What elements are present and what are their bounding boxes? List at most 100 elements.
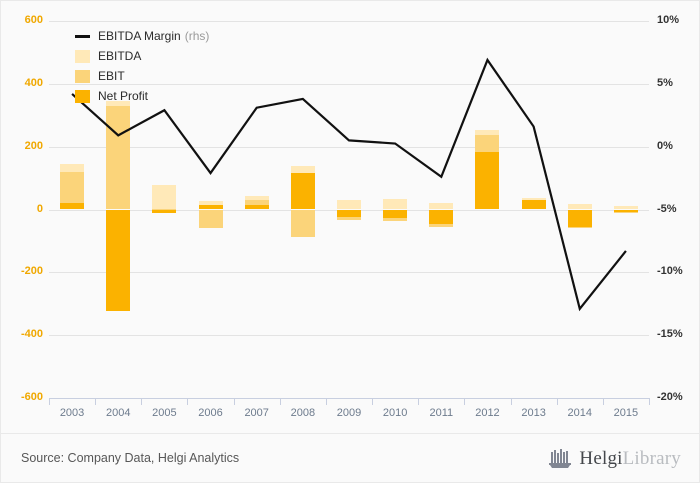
bar-ebitda xyxy=(337,200,361,210)
left-axis-tick-label: 600 xyxy=(24,14,43,26)
x-axis-tick-label: 2013 xyxy=(521,407,546,419)
bar-ebitda xyxy=(613,206,638,210)
x-axis-tick-label: 2008 xyxy=(290,407,316,419)
x-axis-tick-mark xyxy=(649,398,650,405)
left-axis-tick-label: -200 xyxy=(20,265,43,278)
right-axis-tick-label: -5% xyxy=(657,202,677,215)
x-axis-tick-mark xyxy=(556,398,558,405)
bar-group[interactable] xyxy=(244,21,269,398)
bar-net-profit xyxy=(567,209,592,227)
bar-ebit xyxy=(106,105,131,210)
x-axis-tick-mark xyxy=(49,398,50,405)
bar-ebitda xyxy=(152,185,177,210)
brand-logo[interactable]: Helgi Library xyxy=(548,447,681,471)
bar-net-profit xyxy=(429,209,454,224)
x-axis-tick-mark xyxy=(418,398,420,405)
bar-group[interactable] xyxy=(429,21,454,398)
right-axis-tick-label: -15% xyxy=(657,328,683,341)
bar-ebitda xyxy=(383,199,408,210)
margin-line-series xyxy=(71,57,627,312)
x-axis-tick-label: 2009 xyxy=(336,407,362,419)
x-axis-tick-mark xyxy=(464,398,466,405)
bar-net-profit xyxy=(244,205,269,210)
left-axis-tick-label: 0 xyxy=(36,202,43,215)
bar-group[interactable] xyxy=(383,21,408,398)
legend-line-marker-icon xyxy=(75,34,90,38)
legend-item[interactable]: Net Profit xyxy=(75,86,209,106)
x-axis-tick-mark xyxy=(279,398,281,405)
legend-item[interactable]: EBITDA xyxy=(75,46,209,66)
x-axis-tick-label: 2010 xyxy=(382,407,408,419)
x-axis-tick-mark xyxy=(141,398,143,405)
right-axis-tick-label: -10% xyxy=(657,265,683,278)
footer-divider xyxy=(1,433,700,434)
x-axis-tick-label: 2012 xyxy=(475,407,500,419)
legend-item-label: EBIT xyxy=(98,69,125,83)
bar-group[interactable] xyxy=(337,21,361,398)
left-axis-tick-label: 400 xyxy=(24,76,43,89)
left-axis-tick-label: 200 xyxy=(24,139,43,152)
x-axis-tick-mark xyxy=(325,398,327,405)
left-axis-tick-label: -600 xyxy=(20,391,43,403)
x-axis-tick-mark xyxy=(233,398,235,405)
right-axis-tick-label: 0% xyxy=(657,139,673,152)
x-axis-tick-label: 2011 xyxy=(429,407,454,419)
legend-swatch-icon xyxy=(75,69,90,83)
x-axis-tick-label: 2004 xyxy=(105,407,131,419)
right-axis-tick-label: 5% xyxy=(657,76,673,89)
helgi-library-logo-icon xyxy=(549,449,572,468)
bar-ebit xyxy=(152,208,177,211)
bar-group[interactable] xyxy=(152,21,177,398)
bar-group[interactable] xyxy=(613,21,638,398)
bar-net-profit xyxy=(475,152,500,210)
bar-net-profit xyxy=(337,209,361,218)
bar-group[interactable] xyxy=(567,21,592,398)
x-axis-tick-mark xyxy=(372,398,374,405)
legend-item-label: Net Profit xyxy=(98,89,149,103)
x-axis-tick-label: 2003 xyxy=(59,407,85,419)
bar-net-profit xyxy=(60,202,85,210)
bar-group[interactable] xyxy=(198,21,223,398)
gridline xyxy=(49,335,649,337)
legend-item-note: (rhs) xyxy=(184,29,210,43)
bar-ebit xyxy=(244,200,269,210)
bar-group[interactable] xyxy=(60,21,85,398)
x-axis-tick-label: 2007 xyxy=(244,407,269,419)
plot-area xyxy=(49,21,649,399)
legend-item-label: EBITDA Margin xyxy=(98,29,181,43)
legend-swatch-icon xyxy=(75,49,90,63)
bar-net-profit xyxy=(106,209,131,311)
source-note: Source: Company Data, Helgi Analytics xyxy=(21,451,240,465)
bar-net-profit xyxy=(383,209,408,218)
x-axis-tick-mark xyxy=(187,398,189,405)
bar-net-profit xyxy=(613,209,638,212)
x-axis-tick-label: 2014 xyxy=(567,407,592,419)
x-axis xyxy=(49,398,649,399)
bar-net-profit xyxy=(198,205,223,210)
bar-group[interactable] xyxy=(290,21,315,398)
gridline xyxy=(49,21,649,22)
x-axis-tick-mark xyxy=(510,398,512,405)
left-axis-tick-label: -400 xyxy=(20,328,43,341)
bar-group[interactable] xyxy=(475,21,500,398)
bar-group[interactable] xyxy=(106,21,131,398)
x-axis-tick-mark xyxy=(602,398,604,405)
bar-net-profit xyxy=(152,209,177,213)
legend-swatch-icon xyxy=(75,89,90,103)
chart-legend: EBITDA Margin (rhs) EBITDA EBIT Net Profit xyxy=(75,26,209,106)
bar-ebitda xyxy=(429,202,454,210)
right-axis-tick-label: -20% xyxy=(657,391,683,403)
brand-name-primary: Helgi xyxy=(579,448,623,469)
legend-item[interactable]: EBIT xyxy=(75,66,209,86)
bar-group[interactable] xyxy=(521,21,546,398)
legend-item-label: EBITDA xyxy=(98,49,142,63)
legend-item[interactable]: EBITDA Margin (rhs) xyxy=(75,26,209,46)
x-axis-tick-mark xyxy=(95,398,97,405)
bar-net-profit xyxy=(290,173,315,210)
ebitda-margin-polyline xyxy=(71,57,627,312)
x-axis-tick-label: 2006 xyxy=(198,407,223,419)
x-axis-tick-label: 2015 xyxy=(613,407,639,419)
x-axis-tick-label: 2005 xyxy=(152,407,177,419)
bar-ebit xyxy=(290,209,315,237)
